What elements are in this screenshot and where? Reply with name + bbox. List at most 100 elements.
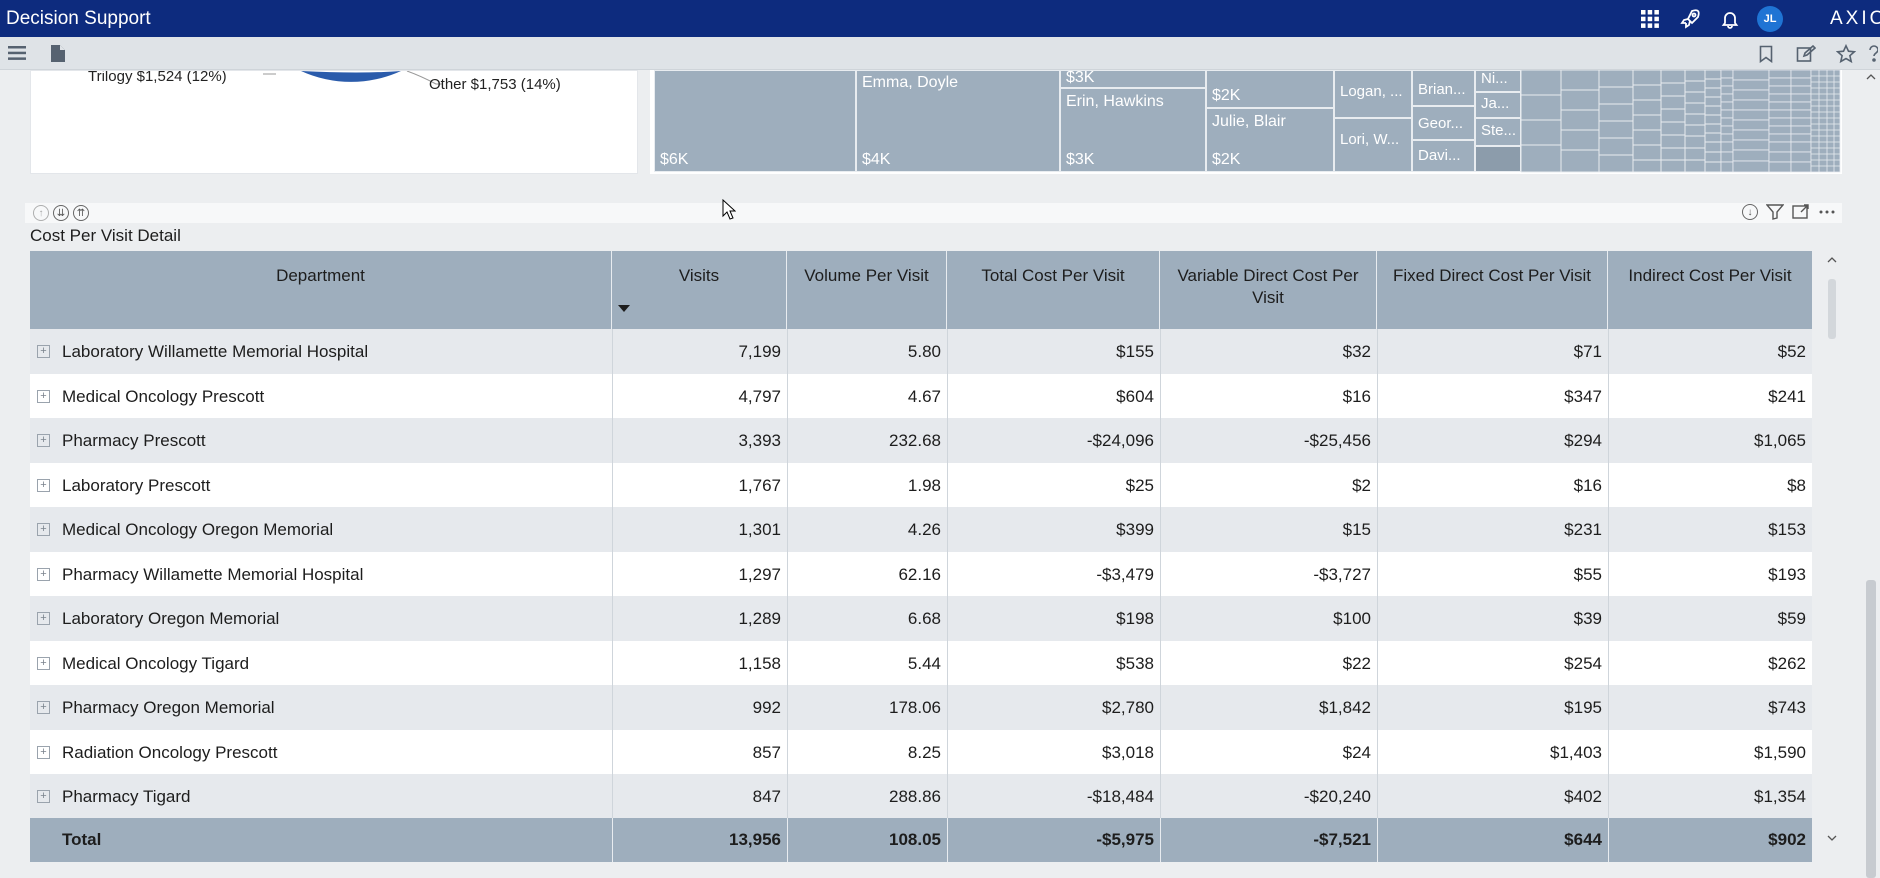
table-row[interactable]: Pharmacy Prescott 3,393 232.68 -$24,096 -$25… (30, 418, 1812, 463)
grid-scrollbar[interactable] (1826, 251, 1838, 861)
cell-volume-per-visit: 62.16 (898, 564, 941, 584)
cell-indirect-cost: $241 (1768, 386, 1806, 406)
treemap-name: Geor... (1418, 115, 1464, 132)
grid-nav-controls: ↑ ⇊ ⇈ (33, 205, 89, 221)
table-row[interactable]: Medical Oncology Tigard 1,158 5.44 $538 $22 $… (30, 640, 1812, 686)
table-row[interactable]: Pharmacy Tigard 847 288.86 -$18,484 -$20,240… (30, 774, 1812, 819)
page-scrollbar-thumb[interactable] (1866, 580, 1876, 878)
pie-slice[interactable] (301, 71, 401, 82)
cell-visits: 1,767 (738, 475, 781, 495)
total-fixed-direct-cost: $644 (1564, 830, 1602, 849)
column-header-variable-direct-cost[interactable]: Variable Direct Cost Per Visit (1160, 251, 1377, 329)
table-row[interactable]: Pharmacy Willamette Memorial Hospital 1,2… (30, 551, 1812, 597)
treemap-small-cells (1521, 70, 1841, 173)
apps-grid-icon[interactable] (1630, 0, 1670, 37)
treemap-name: Ste... (1481, 122, 1517, 139)
treemap-cell[interactable]: $6K (654, 70, 856, 172)
table-row[interactable]: Radiation Oncology Prescott 857 8.25 $3,018… (30, 729, 1812, 775)
cell-indirect-cost: $8 (1787, 475, 1806, 495)
expand-all-icon[interactable]: ⇈ (73, 205, 89, 221)
cell-volume-per-visit: 4.26 (907, 520, 941, 539)
column-header-total-cost-per-visit[interactable]: Total Cost Per Visit (947, 251, 1160, 329)
rocket-icon[interactable] (1670, 0, 1710, 37)
cell-variable-direct-cost: -$20,240 (1303, 787, 1371, 806)
cell-fixed-direct-cost: $1,403 (1550, 742, 1602, 762)
cell-total-cost-per-visit: $604 (1116, 386, 1154, 406)
table-row[interactable]: Pharmacy Oregon Memorial 992 178.06 $2,780 $… (30, 685, 1812, 730)
table-row[interactable]: Laboratory Prescott 1,767 1.98 $25 $2 $16 $8 + (30, 462, 1812, 508)
edit-icon[interactable] (1786, 37, 1826, 70)
expand-row-icon[interactable]: + (37, 567, 50, 581)
pie-label-other: Other $1,753 (14%) (429, 76, 561, 93)
column-header-fixed-direct-cost[interactable]: Fixed Direct Cost Per Visit (1377, 251, 1608, 329)
cell-department: Pharmacy Oregon Memorial (62, 698, 275, 717)
total-visits: 13,956 (729, 830, 781, 849)
table-row[interactable]: Laboratory Willamette Memorial Hospital 7… (30, 329, 1812, 374)
cell-total-cost-per-visit: $25 (1125, 475, 1154, 495)
user-avatar-button[interactable]: JL (1750, 0, 1790, 37)
pie-chart (263, 71, 443, 85)
column-header-visits[interactable]: Visits (612, 251, 787, 329)
filter-icon[interactable] (1765, 204, 1785, 225)
expand-row-icon[interactable]: + (37, 389, 50, 403)
cell-variable-direct-cost: $32 (1342, 342, 1371, 361)
expand-row-icon[interactable]: + (37, 345, 50, 358)
expand-row-icon[interactable]: + (37, 790, 50, 803)
treemap-name: Emma, Doyle (862, 74, 959, 91)
table-row[interactable]: Medical Oncology Prescott 4,797 4.67 $604 $1… (30, 373, 1812, 419)
cell-total-cost-per-visit: -$24,096 (1086, 431, 1154, 450)
column-header-department[interactable]: Department (30, 251, 612, 329)
total-label: Total (62, 830, 102, 849)
cell-volume-per-visit: 4.67 (907, 386, 941, 406)
treemap-cell[interactable]: Erin, Hawkins $3K (1060, 88, 1206, 172)
star-icon[interactable] (1826, 37, 1866, 70)
treemap-cell[interactable]: $3K (1060, 70, 1206, 88)
treemap-name: Ja... (1481, 95, 1510, 112)
expand-row-icon[interactable]: + (37, 745, 50, 759)
table-row[interactable]: Medical Oncology Oregon Memorial 1,301 4.2… (30, 507, 1812, 552)
treemap-cell[interactable] (1475, 146, 1521, 172)
column-header-indirect-cost[interactable]: Indirect Cost Per Visit (1628, 266, 1792, 285)
total-indirect-cost: $902 (1768, 830, 1806, 849)
treemap-cell[interactable]: Ni... (1475, 70, 1521, 92)
treemap-cell[interactable]: $2K (1206, 70, 1334, 108)
treemap-cell[interactable]: Davi... (1412, 140, 1475, 172)
help-icon[interactable] (1866, 37, 1880, 70)
expand-row-icon[interactable]: + (37, 478, 50, 492)
treemap-cell[interactable]: Ste... (1475, 118, 1521, 146)
treemap-cell[interactable]: Brian... (1412, 70, 1475, 106)
grid-scrollbar-thumb[interactable] (1828, 279, 1836, 339)
treemap-value: $3K (1066, 70, 1095, 86)
pie-label-trilogy: Trilogy $1,524 (12%) (88, 70, 227, 85)
table-row[interactable]: Laboratory Oregon Memorial 1,289 6.68 $198 $… (30, 596, 1812, 641)
cell-indirect-cost: $262 (1768, 653, 1806, 673)
expand-row-icon[interactable]: + (37, 612, 50, 625)
cell-indirect-cost: $1,590 (1754, 742, 1806, 762)
treemap-cell[interactable]: Lori, W... (1334, 118, 1412, 172)
page-scrollbar[interactable] (1862, 70, 1880, 878)
scroll-up-icon[interactable] (1826, 255, 1838, 265)
maximize-icon[interactable] (1792, 204, 1810, 225)
treemap-cell[interactable]: Ja... (1475, 92, 1521, 118)
document-icon[interactable] (34, 37, 82, 70)
treemap-cell[interactable]: Emma, Doyle $4K (856, 70, 1060, 172)
treemap-cell[interactable]: Logan, ... (1334, 70, 1412, 118)
bell-icon[interactable] (1710, 0, 1750, 37)
scroll-down-icon[interactable] (1826, 833, 1838, 843)
expand-row-icon[interactable]: + (37, 701, 50, 714)
treemap-cell[interactable]: Geor... (1412, 106, 1475, 140)
column-header-volume-per-visit[interactable]: Volume Per Visit (787, 251, 947, 329)
collapse-up-icon[interactable]: ↑ (33, 205, 49, 221)
sort-descending-icon[interactable] (618, 305, 630, 312)
cell-volume-per-visit: 232.68 (889, 431, 941, 450)
download-icon[interactable]: ↓ (1742, 204, 1758, 220)
expand-down-icon[interactable]: ⇊ (53, 205, 69, 221)
menu-icon[interactable] (0, 37, 34, 70)
expand-row-icon[interactable]: + (37, 656, 50, 670)
page-scroll-up-icon[interactable] (1862, 72, 1880, 82)
more-icon[interactable] (1818, 204, 1836, 225)
expand-row-icon[interactable]: + (37, 434, 50, 447)
bookmark-icon[interactable] (1746, 37, 1786, 70)
expand-row-icon[interactable]: + (37, 523, 50, 536)
treemap-cell[interactable]: Julie, Blair $2K (1206, 108, 1334, 172)
